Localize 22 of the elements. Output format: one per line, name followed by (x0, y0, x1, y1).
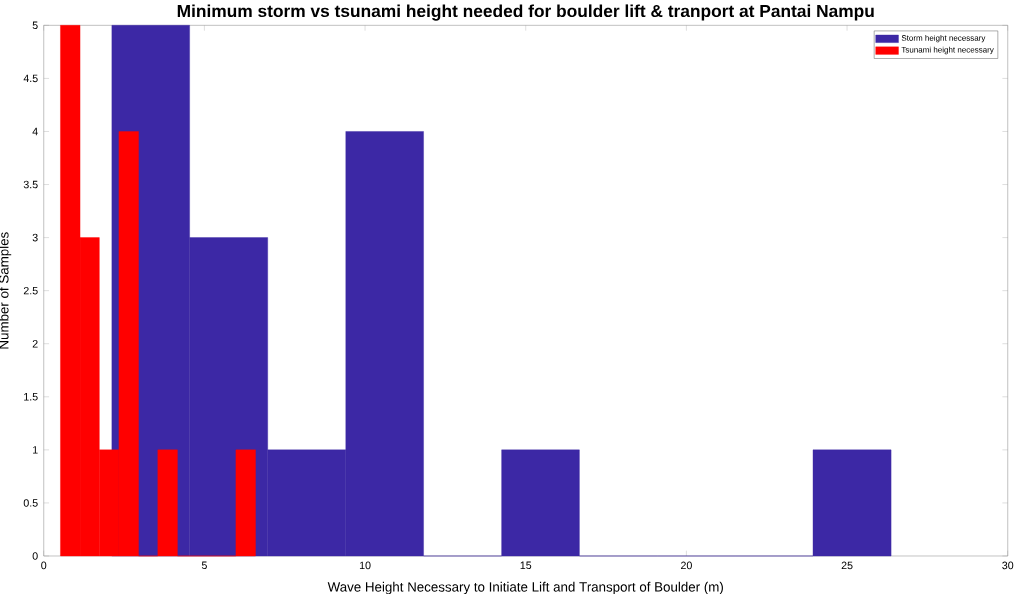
y-tick-label: 4.5 (23, 74, 38, 83)
y-tick-label: 2 (32, 340, 38, 348)
legend-label: Storm height necessary (901, 34, 986, 43)
y-tick-label: 0.5 (23, 499, 38, 507)
x-tick-label: 10 (359, 561, 371, 570)
x-tick-label: 0 (41, 561, 47, 570)
x-tick-label: 20 (681, 561, 692, 570)
y-tick-label: 2.5 (23, 286, 38, 295)
y-tick-label: 0 (32, 552, 38, 560)
y-tick-label: 1.5 (24, 393, 38, 401)
x-tick-label: 15 (520, 561, 532, 570)
y-tick-label: 3.5 (23, 180, 38, 189)
y-tick-label: 4 (32, 127, 38, 136)
y-tick-label: 5 (32, 21, 38, 30)
x-tick-label: 30 (1002, 561, 1014, 570)
legend-label: Tsunami height necessary (901, 46, 994, 55)
x-tick-label: 25 (841, 561, 853, 570)
x-axis-title: Wave Height Necessary to Initiate Lift and Transport of Boulder (m) (327, 581, 723, 594)
x-tick-label: 5 (201, 561, 207, 570)
chart-title: Minimum storm vs tsunami height needed for boulder lift & tranport at Pantai Nampu (177, 4, 874, 21)
y-tick-label: 1 (33, 446, 38, 454)
y-tick-label: 3 (32, 233, 38, 242)
